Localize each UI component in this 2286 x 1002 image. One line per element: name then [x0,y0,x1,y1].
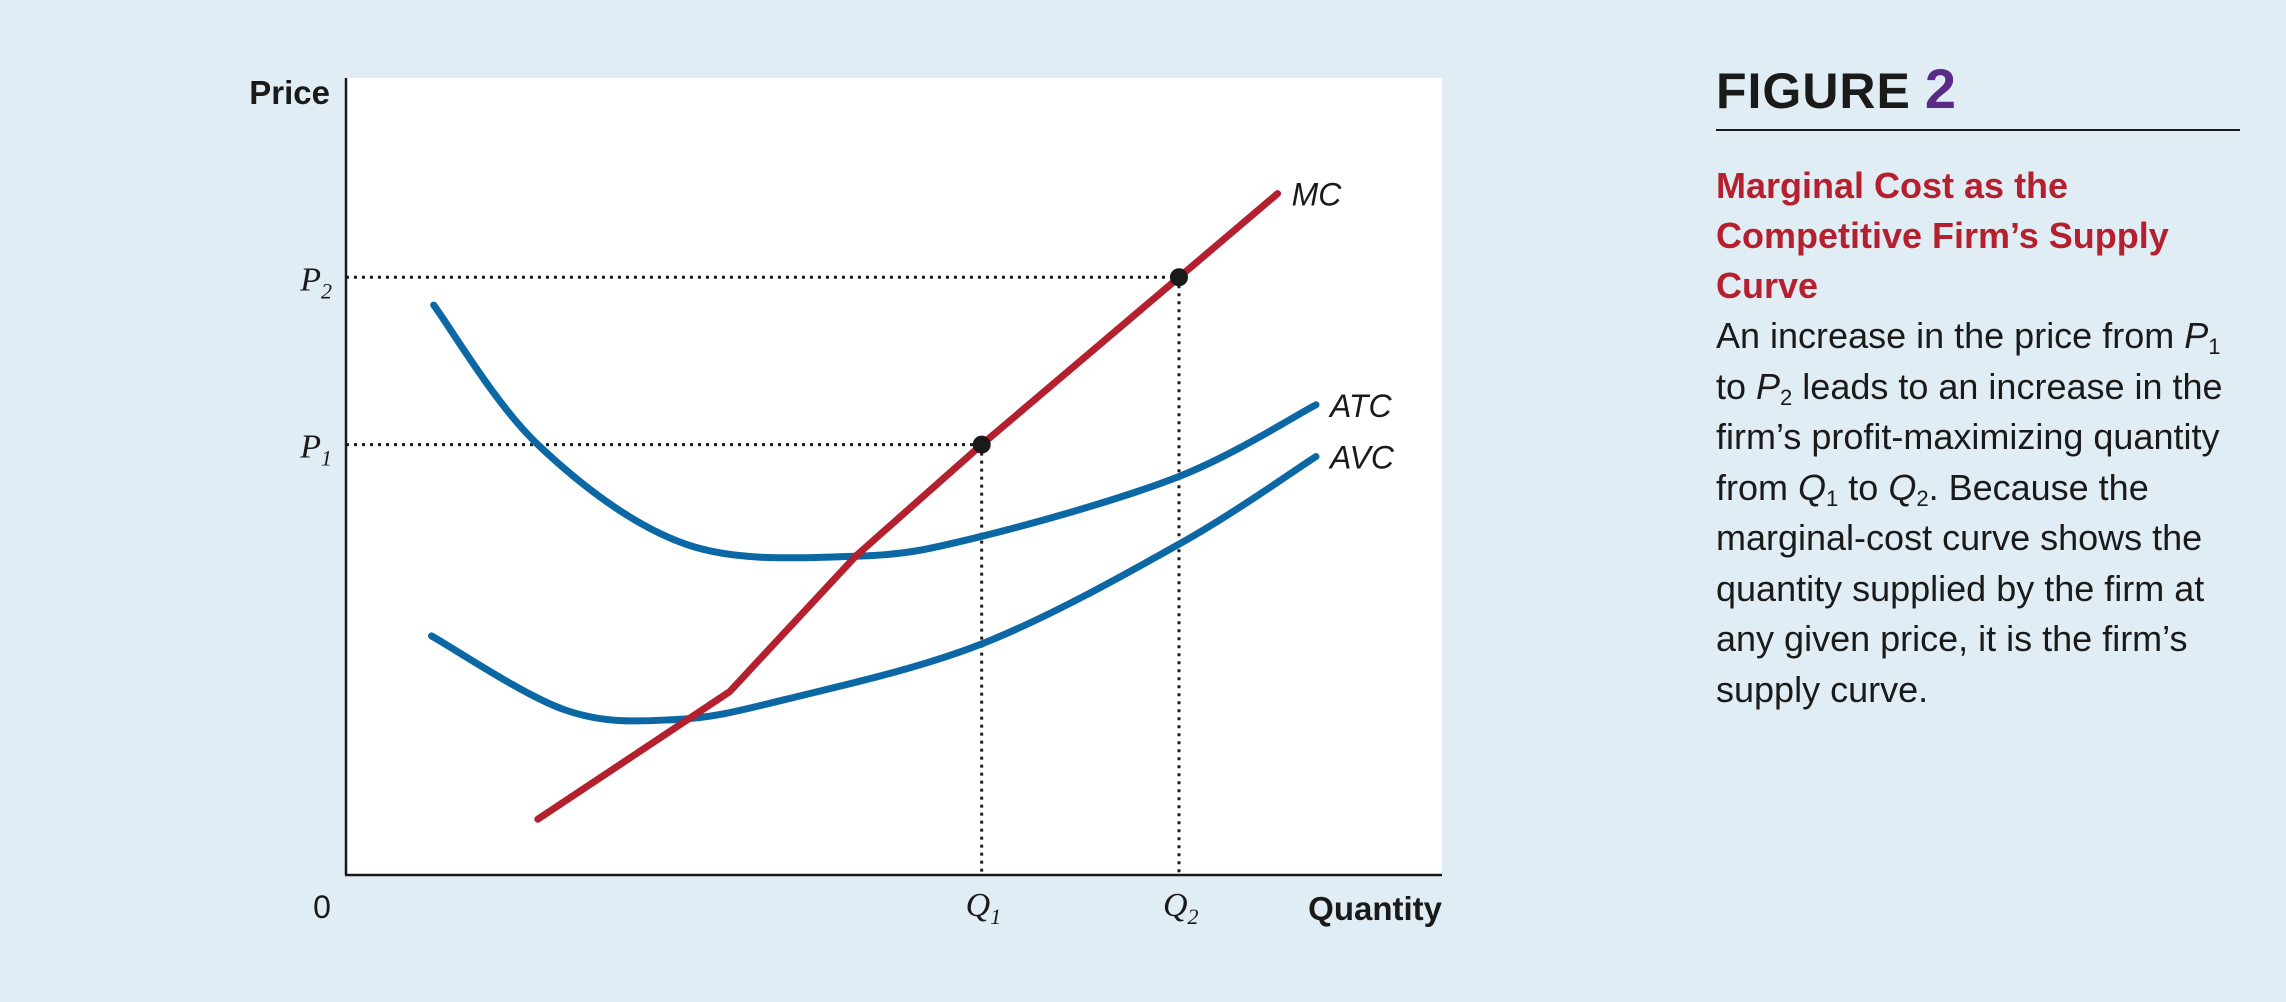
desc-text-1: An increase in the price from [1716,315,2185,356]
desc-text-3: leads to an increase in the firm’s profi… [1716,365,2223,508]
desc-p2: P [1756,365,1781,407]
desc-p2-sub: 2 [1780,384,1793,410]
x-tick-label-q2: Q2 [1163,887,1199,929]
desc-text-2: to [1716,365,1757,407]
figure-description: An increase in the price from P1 to P2 l… [1716,311,2240,715]
intersection-point-1 [972,435,991,454]
figure-label: FIGURE [1716,63,1911,119]
desc-p1: P [2184,315,2209,356]
desc-q2-sub: 2 [1916,485,1929,511]
figure-heading: FIGURE 2 [1716,56,2240,131]
desc-q2: Q [1888,466,1917,508]
avc-label: AVC [1328,440,1395,476]
figure-number: 2 [1924,57,1957,120]
chart: Price Quantity 0 P1 P2 Q1 Q2 ATC AVC MC [249,74,1442,929]
desc-q1: Q [1798,466,1827,508]
avc-curve [428,453,1320,725]
figure-title: Marginal Cost as the Competitive Firm’s … [1716,165,2169,306]
x-axis-title: Quantity [1308,890,1442,927]
mc-curve [534,190,1282,823]
mc-label: MC [1292,177,1343,213]
desc-text-5: . Because the marginal-cost curve shows … [1716,466,2205,710]
desc-q1-sub: 1 [1826,485,1839,511]
origin-label: 0 [313,889,331,925]
intersection-point-2 [1169,268,1188,287]
desc-text-4: to [1838,466,1889,508]
atc-label: ATC [1328,388,1393,424]
y-axis-title: Price [249,74,330,111]
y-tick-label-p2: P2 [299,261,332,303]
x-tick-label-q1: Q1 [966,887,1002,929]
y-tick-label-p1: P1 [299,429,332,471]
desc-p1-sub: 1 [2208,334,2221,359]
figure-caption: FIGURE 2 Marginal Cost as the Competitiv… [1716,56,2240,715]
